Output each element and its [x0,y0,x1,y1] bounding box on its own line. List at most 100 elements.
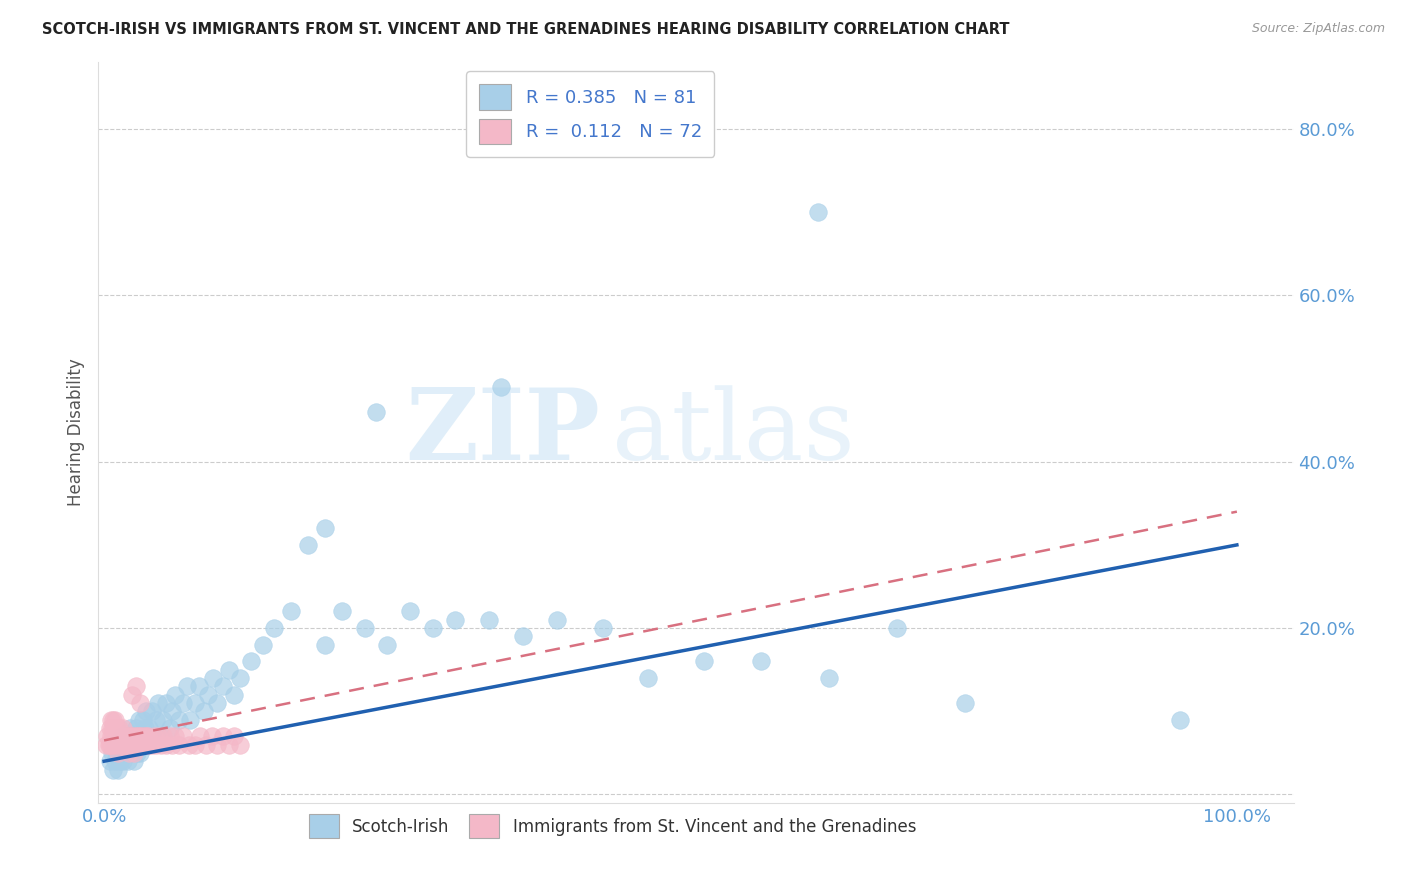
Point [201,671,224,685]
Point [114,746,136,760]
Point [131,738,153,752]
Point [224,729,246,743]
Point [135,704,157,718]
Point [179,713,201,727]
Point [127,738,149,752]
Point [138,721,160,735]
Point [886,621,908,635]
Point [159,729,181,743]
Point [107,746,129,760]
Point [114,738,136,752]
Point [101,713,124,727]
Point [212,729,235,743]
Point [108,738,131,752]
Point [353,621,375,635]
Point [103,738,125,752]
Point [207,696,229,710]
Point [1168,713,1191,727]
Point [165,688,187,702]
Point [127,729,149,743]
Point [160,704,183,718]
Point [165,729,187,743]
Point [118,738,141,752]
Point [103,721,125,735]
Point [218,663,240,677]
Point [172,729,194,743]
Point [114,738,136,752]
Point [111,729,134,743]
Point [118,746,141,760]
Point [207,738,229,752]
Text: Source: ZipAtlas.com: Source: ZipAtlas.com [1251,22,1385,36]
Point [101,721,124,735]
Point [152,713,174,727]
Point [132,738,155,752]
Point [229,671,252,685]
Point [149,729,172,743]
Point [172,696,194,710]
Point [103,738,125,752]
Point [97,738,120,752]
Point [252,638,274,652]
Point [152,729,174,743]
Point [128,729,150,743]
Point [115,738,138,752]
Point [188,679,211,693]
Point [193,704,215,718]
Point [125,679,148,693]
Point [135,729,157,743]
Point [98,738,121,752]
Point [121,688,143,702]
Point [104,729,127,743]
Point [280,605,302,619]
Point [183,696,205,710]
Text: ZIP: ZIP [405,384,600,481]
Point [134,721,156,735]
Point [96,738,118,752]
Point [160,738,183,752]
Point [136,738,159,752]
Point [330,605,353,619]
Point [297,538,319,552]
Point [141,704,163,718]
Point [124,729,146,743]
Point [125,729,148,743]
Point [129,696,152,710]
Point [129,738,152,752]
Point [195,738,218,752]
Point [108,754,131,768]
Point [100,729,122,743]
Point [98,754,121,768]
Point [117,729,139,743]
Point [134,738,156,752]
Point [375,638,398,652]
Point [953,696,976,710]
Point [120,721,142,735]
Point [100,713,122,727]
Point [229,738,252,752]
Point [98,721,121,735]
Point [131,729,153,743]
Point [122,754,145,768]
Point [749,654,772,668]
Point [190,729,212,743]
Point [128,713,150,727]
Point [96,729,118,743]
Point [148,729,170,743]
Point [167,738,190,752]
Point [240,654,263,668]
Point [112,721,135,735]
Point [104,713,127,727]
Point [478,613,501,627]
Point [129,746,152,760]
Point [314,521,336,535]
Point [489,380,512,394]
Point [101,746,124,760]
Point [132,729,155,743]
Point [148,696,170,710]
Point [224,688,246,702]
Point [136,729,159,743]
Point [422,621,444,635]
Point [145,738,167,752]
Point [149,738,172,752]
